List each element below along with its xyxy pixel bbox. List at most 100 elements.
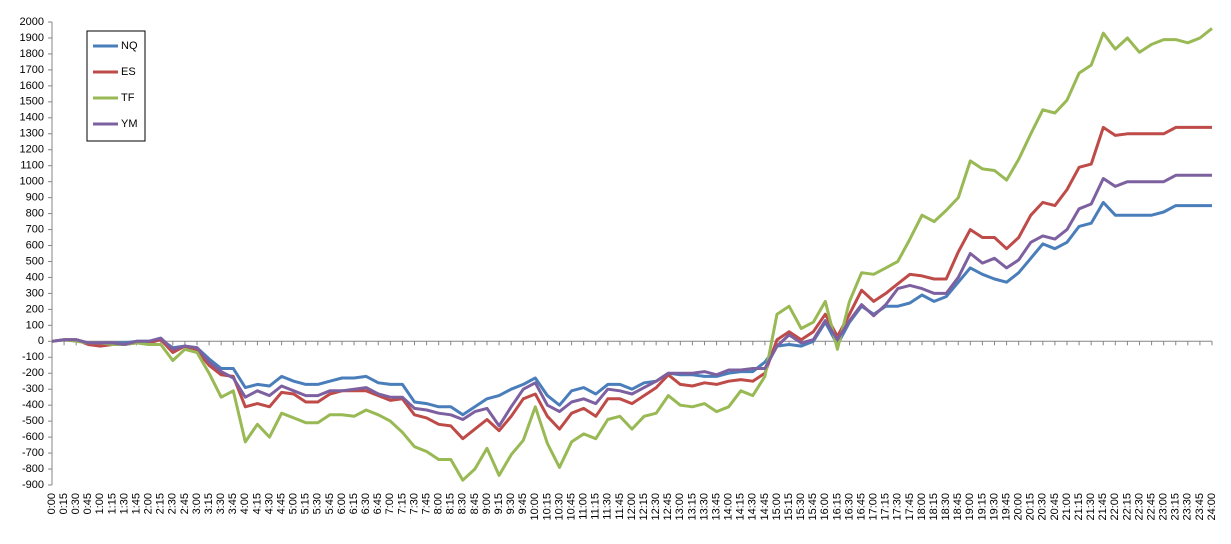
x-tick-label: 19:15 [976, 493, 988, 521]
x-tick-label: 3:00 [191, 493, 203, 514]
x-tick-label: 21:30 [1085, 493, 1097, 521]
x-tick-label: 23:45 [1194, 493, 1206, 521]
x-tick-label: 5:45 [324, 493, 336, 514]
x-tick-label: 16:00 [819, 493, 831, 521]
x-tick-label: 4:15 [251, 493, 263, 514]
x-tick-label: 18:45 [952, 493, 964, 521]
x-tick-label: 13:00 [674, 493, 686, 521]
y-tick-label: -100 [22, 351, 44, 363]
x-tick-label: 13:45 [710, 493, 722, 521]
x-tick-label: 3:15 [203, 493, 215, 514]
x-tick-label: 11:45 [614, 493, 626, 520]
x-tick-label: 12:15 [638, 493, 650, 521]
x-tick-label: 9:30 [505, 493, 517, 514]
y-tick-label: 1400 [20, 112, 44, 124]
x-tick-label: 3:30 [215, 493, 227, 514]
x-tick-label: 18:30 [940, 493, 952, 521]
x-tick-label: 1:30 [118, 493, 130, 514]
x-tick-label: 11:30 [602, 493, 614, 520]
x-tick-label: 6:00 [336, 493, 348, 514]
y-tick-label: 1700 [20, 64, 44, 76]
x-tick-label: 19:45 [1000, 493, 1012, 521]
x-tick-label: 15:15 [783, 493, 795, 521]
x-tick-label: 16:30 [843, 493, 855, 521]
y-tick-label: 200 [26, 303, 44, 315]
x-tick-label: 10:15 [541, 493, 553, 521]
x-tick-label: 21:00 [1061, 493, 1073, 521]
x-tick-label: 8:00 [433, 493, 445, 514]
x-tick-label: 12:00 [626, 493, 638, 521]
series-line [51, 173, 1212, 428]
x-tick-label: 22:00 [1109, 493, 1121, 521]
y-tick-label: 1100 [20, 160, 44, 172]
x-tick-label: 7:45 [420, 493, 432, 514]
x-tick-label: 18:15 [928, 493, 940, 521]
x-tick-label: 20:15 [1025, 493, 1037, 521]
legend-label: YM [121, 118, 138, 130]
x-tick-label: 24:00 [1206, 493, 1218, 521]
series-line [51, 125, 1212, 441]
x-tick-label: 9:15 [493, 493, 505, 514]
x-tick-label: 7:30 [408, 493, 420, 514]
y-tick-label: 700 [26, 223, 44, 235]
x-tick-label: 8:45 [469, 493, 481, 514]
x-tick-label: 20:30 [1037, 493, 1049, 521]
x-tick-label: 7:00 [384, 493, 396, 514]
x-tick-label: 13:15 [686, 493, 698, 521]
legend-label: NQ [121, 40, 138, 52]
x-tick-label: 17:45 [904, 493, 916, 521]
x-tick-label: 2:30 [167, 493, 179, 514]
x-tick-label: 5:00 [288, 493, 300, 514]
x-tick-label: 14:45 [759, 493, 771, 521]
y-tick-label: 1200 [20, 144, 44, 156]
x-tick-label: 9:00 [481, 493, 493, 514]
x-tick-label: 0:30 [70, 493, 82, 514]
y-tick-label: 2000 [20, 16, 44, 28]
x-tick-label: 22:15 [1121, 493, 1133, 521]
x-tick-label: 6:30 [360, 493, 372, 514]
series-line [51, 27, 1213, 482]
y-tick-label: -300 [22, 383, 44, 395]
y-tick-label: 1000 [20, 176, 44, 188]
legend-label: ES [121, 66, 136, 78]
y-tick-label: 300 [26, 287, 44, 299]
x-tick-label: 4:45 [275, 493, 287, 514]
x-tick-label: 9:45 [517, 493, 529, 514]
x-tick-label: 21:15 [1073, 493, 1085, 521]
series-line [51, 200, 1212, 417]
y-tick-label: -200 [22, 367, 44, 379]
y-tick-label: -600 [22, 431, 44, 443]
y-tick-label: 1800 [20, 48, 44, 60]
x-tick-label: 18:00 [916, 493, 928, 521]
x-tick-label: 19:00 [964, 493, 976, 521]
x-tick-label: 10:45 [565, 493, 577, 521]
y-tick-label: -500 [22, 415, 44, 427]
x-tick-label: 4:00 [239, 493, 251, 514]
y-tick-label: 1300 [20, 128, 44, 140]
x-tick-label: 11:15 [590, 493, 602, 520]
x-tick-label: 22:45 [1145, 493, 1157, 521]
y-tick-label: -400 [22, 399, 44, 411]
x-tick-label: 1:00 [94, 493, 106, 514]
y-tick-label: -800 [22, 463, 44, 475]
x-tick-label: 15:00 [771, 493, 783, 521]
y-tick-label: 100 [26, 319, 44, 331]
y-tick-label: 400 [26, 271, 44, 283]
y-tick-label: 800 [26, 207, 44, 219]
x-tick-label: 14:00 [723, 493, 735, 521]
x-tick-label: 15:45 [807, 493, 819, 521]
x-tick-label: 12:30 [650, 493, 662, 521]
x-tick-label: 12:45 [662, 493, 674, 521]
y-tick-label: 1500 [20, 96, 44, 108]
x-tick-label: 19:30 [988, 493, 1000, 521]
y-tick-label: 1900 [20, 32, 44, 44]
x-tick-label: 8:30 [457, 493, 469, 514]
x-tick-label: 1:15 [106, 493, 118, 514]
x-tick-label: 14:30 [747, 493, 759, 521]
y-tick-label: 500 [26, 255, 44, 267]
x-tick-label: 15:30 [795, 493, 807, 521]
x-tick-label: 17:15 [880, 493, 892, 521]
x-tick-label: 23:15 [1170, 493, 1182, 521]
x-tick-label: 2:00 [143, 493, 155, 514]
